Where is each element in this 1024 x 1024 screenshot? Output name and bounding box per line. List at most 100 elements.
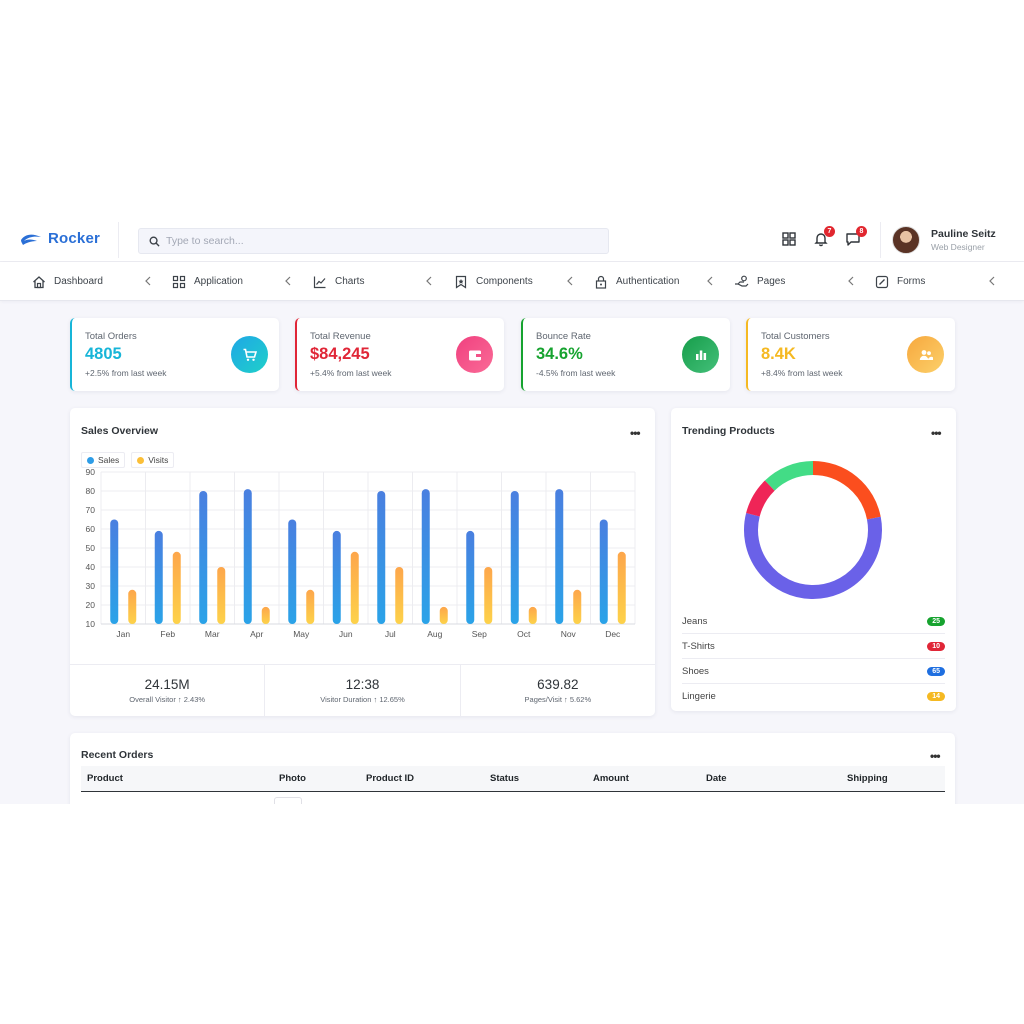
list-item[interactable]: Shoes 65: [682, 659, 945, 684]
summary-caption: Overall Visitor ↑ 2.43%: [70, 695, 264, 704]
bar-sales-dec[interactable]: [599, 519, 608, 625]
user-profile[interactable]: Pauline Seitz Web Designer: [892, 226, 996, 254]
y-tick-label: 90: [86, 467, 96, 477]
chevron-left-icon[interactable]: [987, 275, 997, 287]
apps-grid-icon[interactable]: [781, 231, 797, 247]
nav-item-pages[interactable]: Pages: [734, 262, 785, 301]
nav-item-authentication[interactable]: Authentication: [594, 262, 679, 301]
x-tick-label: May: [293, 629, 310, 639]
stat-icon-badge: [682, 336, 719, 373]
messages-button[interactable]: 8: [845, 226, 867, 247]
column-header-date[interactable]: Date: [700, 766, 841, 792]
column-header-product-id[interactable]: Product ID: [360, 766, 484, 792]
notifications-badge: 7: [824, 226, 835, 237]
legend-label: Visits: [148, 455, 169, 465]
messages-badge: 8: [856, 226, 867, 237]
stat-card-total-customers: Total Customers 8.4K +8.4% from last wee…: [746, 318, 955, 391]
recent-orders-card: Recent Orders ••• Product Photo Product …: [70, 733, 955, 804]
bar-visits-jan[interactable]: [128, 589, 137, 624]
edit-icon: [875, 275, 889, 288]
x-tick-label: Apr: [250, 629, 263, 639]
donut-segment-lingerie[interactable]: [764, 461, 814, 491]
x-tick-label: Mar: [205, 629, 220, 639]
stat-label: Bounce Rate: [536, 331, 591, 342]
avatar: [892, 226, 920, 254]
nav-label: Forms: [897, 276, 926, 287]
bar-sales-apr[interactable]: [243, 489, 252, 624]
bar-sales-mar[interactable]: [199, 491, 208, 624]
summary-change: 12.65%: [379, 695, 405, 704]
bar-visits-sep[interactable]: [484, 567, 493, 624]
donut-segment-t-shirts[interactable]: [746, 480, 775, 517]
bar-visits-apr[interactable]: [261, 606, 270, 624]
stat-change: +5.4% from last week: [310, 368, 392, 378]
bar-sales-oct[interactable]: [510, 491, 519, 624]
summary-visitor-duration: 12:38 Visitor Duration ↑ 12.65%: [265, 665, 461, 716]
column-header-shipping[interactable]: Shipping: [841, 766, 945, 792]
column-header-status[interactable]: Status: [484, 766, 587, 792]
bar-sales-jul[interactable]: [377, 491, 386, 624]
bar-sales-may[interactable]: [288, 519, 297, 625]
donut-segment-jeans[interactable]: [812, 461, 881, 520]
donut-segment-shoes[interactable]: [744, 513, 882, 599]
bar-visits-oct[interactable]: [528, 606, 537, 624]
sales-overview-card: Sales Overview ••• Sales Visits 10 20 30 40…: [70, 408, 655, 716]
bar-sales-aug[interactable]: [421, 489, 430, 624]
stat-card-total-revenue: Total Revenue $84,245 +5.4% from last we…: [295, 318, 504, 391]
bar-visits-jul[interactable]: [395, 567, 404, 624]
bar-visits-feb[interactable]: [172, 551, 181, 624]
bar-visits-nov[interactable]: [573, 589, 582, 624]
bar-visits-aug[interactable]: [439, 606, 448, 624]
bar-sales-jun[interactable]: [332, 530, 341, 624]
search-icon: [149, 236, 160, 247]
product-name: T-Shirts: [682, 640, 715, 652]
bookmark-icon: [455, 275, 467, 289]
stat-value: 34.6%: [536, 345, 583, 363]
nav-item-dashboard[interactable]: Dashboard: [32, 262, 103, 301]
chevron-left-icon[interactable]: [143, 275, 153, 287]
column-header-photo[interactable]: Photo: [273, 766, 360, 792]
chart-legend: Sales Visits: [81, 452, 175, 468]
count-badge: 10: [927, 641, 945, 651]
nav-item-charts[interactable]: Charts: [313, 262, 364, 301]
chevron-left-icon[interactable]: [846, 275, 856, 287]
stat-icon-badge: [456, 336, 493, 373]
bar-sales-feb[interactable]: [154, 530, 163, 624]
search-bar[interactable]: [138, 228, 609, 254]
chevron-left-icon[interactable]: [565, 275, 575, 287]
nav-item-components[interactable]: Components: [454, 262, 533, 301]
list-item[interactable]: Jeans 25: [682, 609, 945, 634]
brand-logo[interactable]: Rocker: [20, 230, 100, 247]
y-tick-label: 10: [86, 619, 96, 629]
notifications-button[interactable]: 7: [813, 226, 835, 247]
nav-label: Pages: [757, 276, 786, 287]
more-options-icon[interactable]: •••: [931, 426, 942, 440]
list-item[interactable]: Lingerie 14: [682, 684, 945, 709]
column-header-product[interactable]: Product: [81, 766, 273, 792]
legend-item-visits[interactable]: Visits: [131, 452, 175, 468]
bar-sales-nov[interactable]: [555, 489, 564, 624]
bar-visits-may[interactable]: [306, 589, 315, 624]
bar-visits-mar[interactable]: [217, 567, 226, 624]
chevron-left-icon[interactable]: [283, 275, 293, 287]
more-options-icon[interactable]: •••: [630, 426, 641, 440]
chevron-left-icon[interactable]: [705, 275, 715, 287]
bar-sales-jan[interactable]: [110, 519, 119, 625]
home-icon: [33, 275, 45, 288]
bar-sales-sep[interactable]: [466, 530, 475, 624]
more-options-icon[interactable]: •••: [930, 749, 941, 763]
column-header-amount[interactable]: Amount: [587, 766, 700, 792]
bar-visits-dec[interactable]: [617, 551, 626, 624]
nav-item-forms[interactable]: Forms: [875, 262, 925, 301]
stat-change: -4.5% from last week: [536, 368, 616, 378]
product-photo-thumbnail: [274, 797, 302, 804]
stat-value: 4805: [85, 345, 122, 363]
search-input[interactable]: [166, 235, 586, 247]
list-item[interactable]: T-Shirts 10: [682, 634, 945, 659]
nav-item-application[interactable]: Application: [172, 262, 243, 301]
chevron-left-icon[interactable]: [424, 275, 434, 287]
user-name: Pauline Seitz: [931, 228, 996, 240]
bar-visits-jun[interactable]: [350, 551, 359, 624]
sales-summary: 24.15M Overall Visitor ↑ 2.43% 12:38 Vis…: [70, 664, 655, 716]
legend-item-sales[interactable]: Sales: [81, 452, 126, 468]
